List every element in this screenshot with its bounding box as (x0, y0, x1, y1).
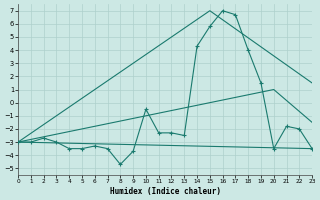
X-axis label: Humidex (Indice chaleur): Humidex (Indice chaleur) (109, 187, 220, 196)
